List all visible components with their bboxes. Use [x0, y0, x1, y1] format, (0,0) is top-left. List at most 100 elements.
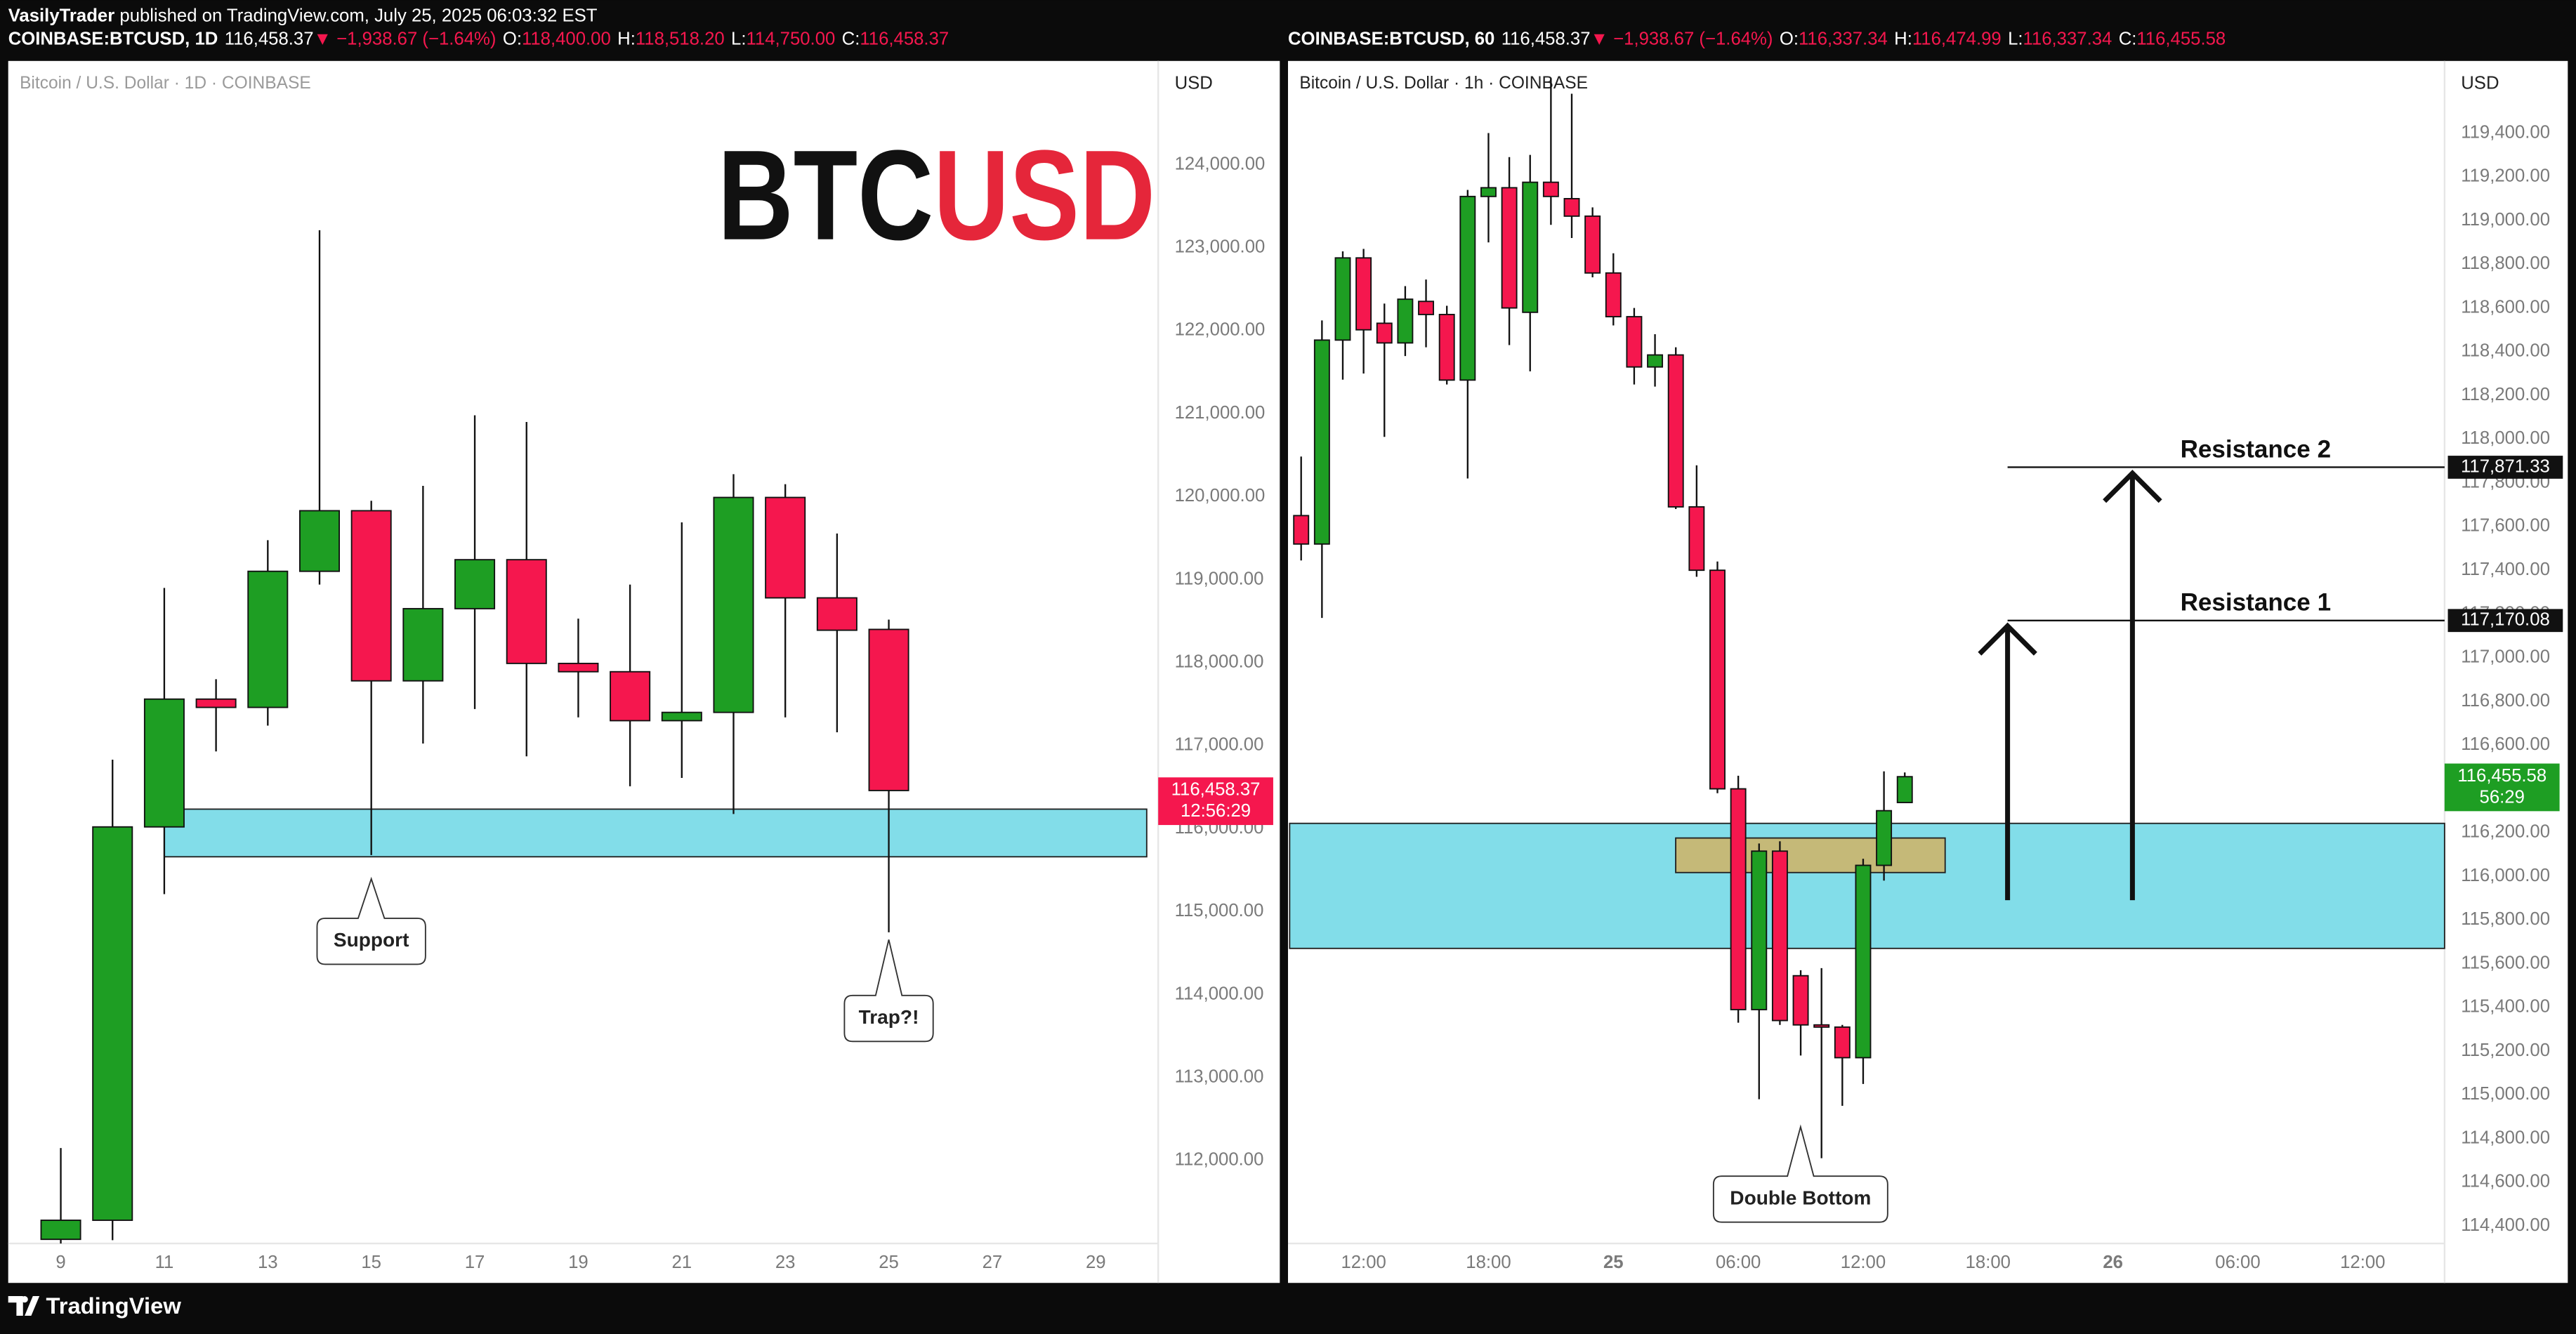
- candle-body: [1334, 257, 1351, 341]
- last-price-label: 116,455.58: [2457, 766, 2547, 786]
- y-tick-label: 124,000.00: [1175, 154, 1266, 173]
- y-tick-label: 119,200.00: [2461, 166, 2550, 186]
- x-tick-label: 13: [258, 1253, 278, 1272]
- ohlc-value: 118,518.20: [636, 29, 725, 48]
- arrow-head: [1978, 622, 2037, 656]
- candle-body: [92, 826, 133, 1221]
- candle-body: [247, 570, 289, 708]
- x-tick-label: 25: [1603, 1253, 1624, 1272]
- y-tick-label: 118,600.00: [2461, 297, 2550, 317]
- y-tick-label: 114,000.00: [1175, 984, 1264, 1003]
- legend: COINBASE:BTCUSD, 60 116,458.37▼ −1,938.67…: [1288, 29, 2226, 48]
- watermark-base: BTC: [718, 124, 933, 267]
- candle-body: [1584, 215, 1601, 274]
- callout-bubble: [1712, 1124, 1888, 1223]
- ohlc-value: 116,337.34: [1799, 29, 1888, 48]
- candle-body: [1792, 975, 1809, 1026]
- x-tick-label: 25: [879, 1253, 899, 1272]
- candle-body: [1542, 181, 1559, 197]
- last-price-tag: [1158, 777, 1273, 826]
- tv-logo: TradingView: [8, 1293, 181, 1319]
- y-tick-label: 121,000.00: [1175, 403, 1266, 423]
- resistance-name: Resistance 1: [2181, 589, 2332, 616]
- watermark: BTCUSD: [718, 124, 1155, 267]
- x-tick-label: 21: [671, 1253, 692, 1272]
- x-tick-label: 12:00: [1841, 1253, 1886, 1272]
- y-tick-label: 123,000.00: [1175, 237, 1266, 257]
- x-tick-label: 11: [155, 1253, 174, 1272]
- countdown: 56:29: [2480, 787, 2525, 807]
- candle-body: [1813, 1024, 1830, 1028]
- x-tick-label: 12:00: [1341, 1253, 1386, 1272]
- box: [1675, 837, 1946, 873]
- candle-body: [1751, 850, 1768, 1010]
- ohlc-value: 116,474.99: [1912, 29, 2002, 48]
- ohlc-value: 116,455.58: [2136, 29, 2226, 48]
- candle-body: [1605, 272, 1622, 317]
- candle-body: [1647, 354, 1664, 368]
- ohlc-key: O:: [503, 29, 522, 48]
- ohlc-key: H:: [1894, 29, 1912, 48]
- y-tick-label: 116,800.00: [2461, 691, 2550, 711]
- candle-body: [558, 662, 599, 673]
- x-tick-label: 06:00: [1716, 1253, 1761, 1272]
- y-tick-label: 118,000.00: [2461, 428, 2550, 448]
- candle-body: [1667, 354, 1684, 508]
- symbol: COINBASE:BTCUSD, 1D: [8, 29, 218, 48]
- chart: COINBASE:BTCUSD, 1D 116,458.37▼ −1,938.67…: [8, 29, 1273, 1272]
- candle-body: [1688, 506, 1705, 572]
- published: published on TradingView.com, July 25, 2…: [114, 6, 598, 25]
- y-tick-label: 113,000.00: [1175, 1066, 1264, 1086]
- y-tick-label: 117,000.00: [2461, 647, 2550, 667]
- x-tick-label: 26: [2103, 1253, 2123, 1272]
- ohlc-value: 116,337.34: [2023, 29, 2112, 48]
- candle-body: [868, 628, 909, 791]
- candle-body: [816, 597, 857, 631]
- pane-right: [1288, 60, 2568, 1283]
- pane-title: Bitcoin / U.S. Dollar · 1D · COINBASE: [20, 74, 311, 93]
- x-tick-label: 17: [465, 1253, 485, 1272]
- candle-body: [350, 510, 392, 682]
- y-tick-label: 118,200.00: [2461, 385, 2550, 404]
- candle-body: [143, 698, 185, 828]
- candle-body: [1876, 810, 1893, 866]
- y-tick-label: 117,000.00: [1175, 735, 1264, 755]
- price-tag-label: 117,871.33: [2461, 456, 2550, 476]
- change: ▼ −1,938.67 (−1.64%): [1591, 29, 1773, 48]
- candle-body: [40, 1220, 81, 1241]
- publisher: VasilyTrader: [8, 6, 115, 25]
- y-tick-label: 118,000.00: [1175, 652, 1264, 672]
- candle-body: [195, 698, 237, 708]
- y-tick-label: 115,000.00: [2461, 1084, 2550, 1104]
- y-tick-label: 118,400.00: [2461, 341, 2550, 361]
- ohlc-key: L:: [731, 29, 746, 48]
- candle-body: [661, 711, 702, 722]
- ohlc-key: L:: [2008, 29, 2023, 48]
- candle-body: [610, 671, 651, 722]
- candle-body: [1418, 301, 1435, 315]
- change: ▼ −1,938.67 (−1.64%): [314, 29, 497, 48]
- countdown: 12:56:29: [1181, 801, 1251, 821]
- y-tick-label: 115,600.00: [2461, 953, 2550, 972]
- y-tick-label: 114,800.00: [2461, 1128, 2550, 1147]
- chart: COINBASE:BTCUSD, 60 116,458.37▼ −1,938.67…: [1288, 29, 2563, 1272]
- x-tick-label: 19: [568, 1253, 589, 1272]
- watermark-quote: USD: [933, 124, 1155, 267]
- publish-line: VasilyTrader published on TradingView.co…: [8, 6, 598, 25]
- y-tick-label: 115,400.00: [2461, 997, 2550, 1017]
- y-tick-label: 114,400.00: [2461, 1215, 2550, 1235]
- ohlc-value: 114,750.00: [747, 29, 836, 48]
- resistance-name: Resistance 2: [2181, 435, 2332, 463]
- currency: USD: [2461, 73, 2499, 93]
- y-tick-label: 116,600.00: [2461, 734, 2550, 754]
- symbol: COINBASE:BTCUSD, 60: [1288, 29, 1494, 48]
- ohlc-key: C:: [842, 29, 860, 48]
- x-tick-label: 18:00: [1966, 1253, 2011, 1272]
- candle-body: [1771, 850, 1788, 1022]
- y-tick-label: 117,600.00: [2461, 516, 2550, 536]
- candle-body: [1709, 569, 1726, 790]
- y-tick-label: 114,600.00: [2461, 1172, 2550, 1191]
- candle-body: [454, 559, 496, 609]
- x-tick-label: 29: [1086, 1253, 1106, 1272]
